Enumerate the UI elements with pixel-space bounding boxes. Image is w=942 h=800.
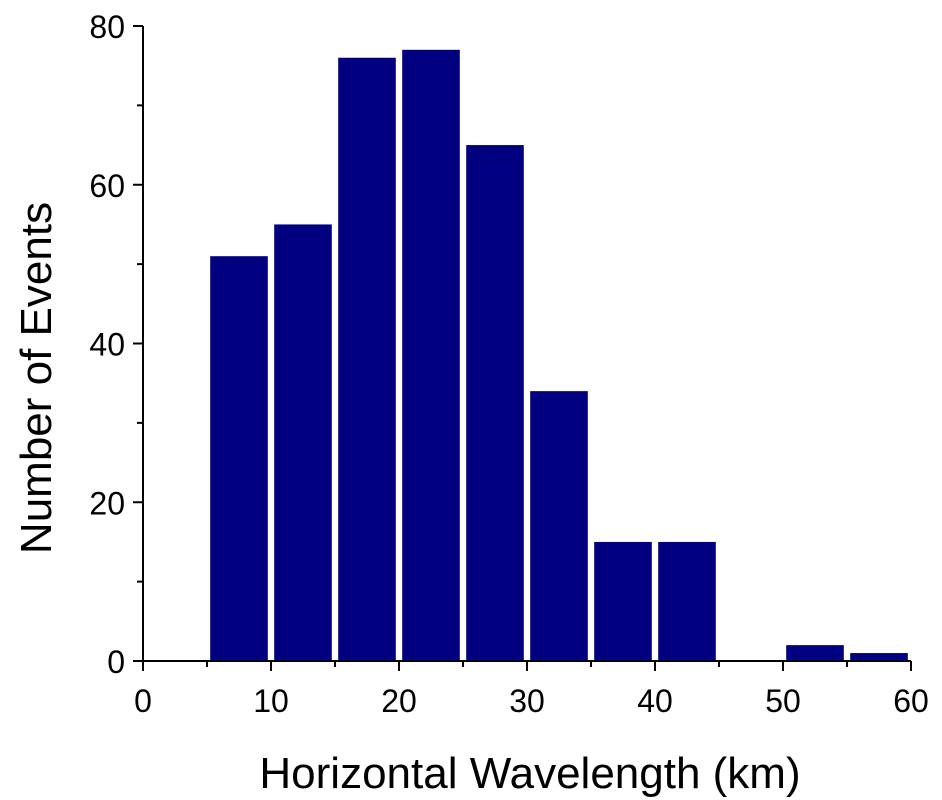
y-tick-label: 20 [89,485,125,521]
bar-57.5 [850,653,908,661]
ticks-group: 0 10 20 30 40 50 60 0 20 40 60 80 [89,9,928,719]
bar-42.5 [658,541,716,661]
y-tick-label: 0 [107,644,125,680]
x-tick-label: 30 [509,683,545,719]
x-tick-label: 40 [637,683,673,719]
bar-7.5 [210,256,268,661]
x-tick-label: 20 [381,683,417,719]
x-tick-label: 50 [765,683,801,719]
x-axis-title: Horizontal Wavelength (km) [259,749,800,798]
x-tick-label: 10 [253,683,289,719]
bar-37.5 [594,541,652,661]
x-tick-label: 60 [893,683,929,719]
y-tick-label: 60 [89,168,125,204]
bar-32.5 [530,391,588,661]
y-tick-label: 40 [89,327,125,363]
bar-17.5 [338,57,396,661]
bars-group [210,49,908,661]
y-tick-label: 80 [89,9,125,45]
y-axis-title: Number of Events [12,202,61,554]
bar-52.5 [786,645,844,661]
x-tick-label: 0 [134,683,152,719]
bar-12.5 [274,224,332,661]
bar-22.5 [402,49,460,661]
bar-27.5 [466,145,524,661]
